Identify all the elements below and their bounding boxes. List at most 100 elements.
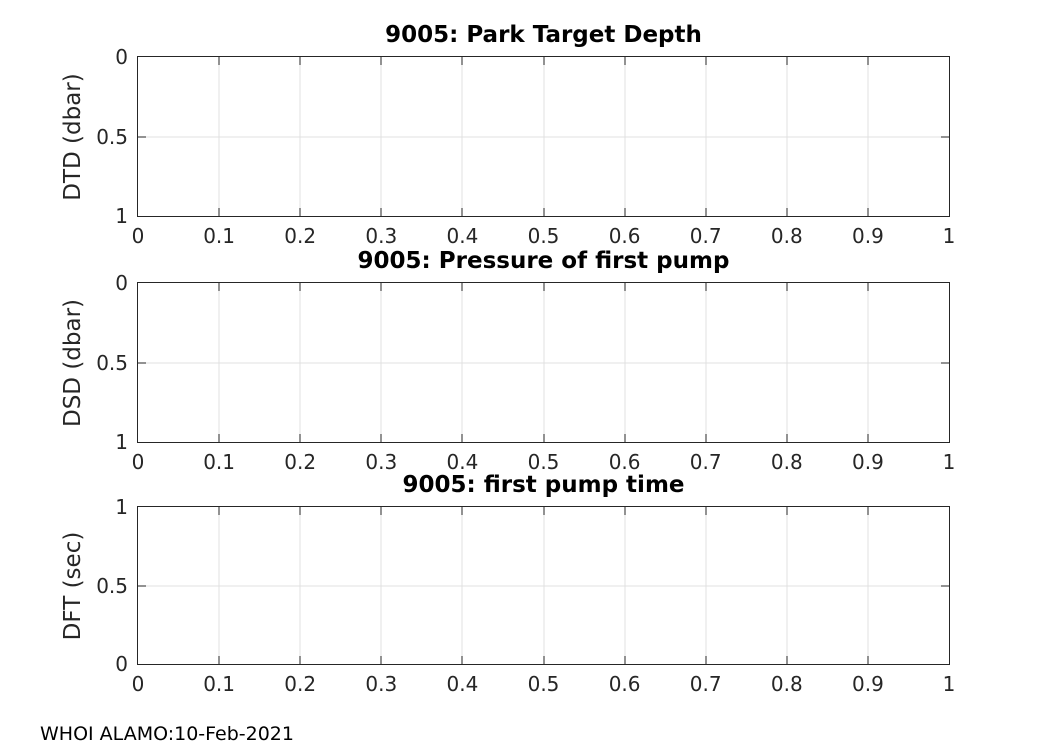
y-tick-label: 0 xyxy=(115,652,128,676)
y-tick-mark xyxy=(941,136,949,137)
x-tick-mark xyxy=(299,434,301,442)
x-tick-mark xyxy=(218,208,220,216)
x-tick-label: 0 xyxy=(131,672,145,696)
x-tick-mark xyxy=(543,57,544,65)
x-tick-mark xyxy=(867,434,869,442)
y-tick-mark xyxy=(941,585,949,586)
y-tick-mark xyxy=(941,362,949,363)
x-tick-label: 0.3 xyxy=(365,672,398,696)
x-tick-mark xyxy=(299,57,301,65)
y-tick-mark xyxy=(138,362,146,363)
x-tick-mark xyxy=(624,283,626,291)
x-tick-mark xyxy=(218,283,220,291)
x-tick-label: 0 xyxy=(131,224,145,248)
gridline xyxy=(138,585,949,586)
x-tick-mark xyxy=(218,507,220,515)
x-tick-mark xyxy=(380,57,382,65)
x-tick-mark xyxy=(380,283,382,291)
x-tick-mark xyxy=(867,57,869,65)
x-tick-label: 0.3 xyxy=(365,224,398,248)
x-tick-mark xyxy=(705,507,707,515)
x-tick-label: 0.9 xyxy=(851,672,884,696)
x-tick-mark xyxy=(380,208,382,216)
x-tick-mark xyxy=(461,507,463,515)
x-tick-mark xyxy=(543,208,544,216)
x-tick-mark xyxy=(380,434,382,442)
x-tick-label: 0.2 xyxy=(284,672,317,696)
x-tick-mark xyxy=(299,656,301,664)
x-tick-mark xyxy=(705,208,707,216)
y-tick-label: 0.5 xyxy=(96,573,128,598)
y-axis-label: DTD (dbar) xyxy=(60,72,86,201)
subplot-pressure-first-pump: 9005: Pressure of first pump DSD (dbar) … xyxy=(60,248,955,473)
x-tick-mark xyxy=(543,434,544,442)
x-tick-mark xyxy=(624,208,626,216)
x-tick-label: 0.2 xyxy=(284,224,317,248)
plot-title: 9005: Park Target Depth xyxy=(385,22,702,48)
x-tick-mark xyxy=(461,656,463,664)
x-tick-label: 0.1 xyxy=(203,450,235,474)
plot-area: 0 0.1 0.2 0.3 0.4 0.5 0.6 0.7 0.8 0.9 1 0 0.5 1 xyxy=(96,497,955,695)
y-tick-label: 0.5 xyxy=(96,124,128,149)
x-tick-mark xyxy=(299,507,301,515)
x-tick-mark xyxy=(786,656,788,664)
x-tick-label: 0.8 xyxy=(770,672,803,696)
y-tick-label: 0 xyxy=(115,45,128,69)
x-tick-mark xyxy=(624,434,626,442)
subplot-park-target-depth: 9005: Park Target Depth DTD (dbar) 0 0.1 0… xyxy=(60,22,955,247)
x-tick-mark xyxy=(867,507,869,515)
x-tick-mark xyxy=(786,57,788,65)
x-tick-label: 0.6 xyxy=(608,450,641,474)
x-tick-mark xyxy=(786,507,788,515)
x-tick-label: 0 xyxy=(131,450,145,474)
x-tick-mark xyxy=(624,507,626,515)
x-tick-mark xyxy=(786,283,788,291)
y-tick-mark xyxy=(138,585,146,586)
x-tick-mark xyxy=(705,434,707,442)
x-tick-mark xyxy=(705,656,707,664)
x-tick-label: 0.5 xyxy=(527,224,560,248)
x-tick-mark xyxy=(543,656,544,664)
x-tick-mark xyxy=(299,283,301,291)
y-tick-label: 0.5 xyxy=(96,350,128,375)
x-tick-mark xyxy=(867,208,869,216)
x-tick-mark xyxy=(867,656,869,664)
x-tick-mark xyxy=(543,507,544,515)
x-tick-mark xyxy=(786,208,788,216)
x-tick-mark xyxy=(218,57,220,65)
x-tick-mark xyxy=(380,507,382,515)
plot-title: 9005: first pump time xyxy=(402,472,685,498)
x-tick-label: 1 xyxy=(942,672,956,696)
x-tick-label: 1 xyxy=(942,224,956,248)
x-tick-label: 0.9 xyxy=(851,450,884,474)
y-tick-label: 1 xyxy=(115,204,128,228)
figure-footer-annotation: WHOI ALAMO:10-Feb-2021 xyxy=(40,723,294,745)
x-tick-mark xyxy=(624,57,626,65)
x-tick-label: 0.7 xyxy=(689,672,722,696)
x-tick-label: 1 xyxy=(942,450,956,474)
x-tick-label: 0.5 xyxy=(527,450,560,474)
x-tick-label: 0.8 xyxy=(770,450,803,474)
x-tick-label: 0.8 xyxy=(770,224,803,248)
y-tick-mark xyxy=(138,136,146,137)
x-tick-mark xyxy=(299,208,301,216)
y-tick-label: 1 xyxy=(115,430,128,454)
x-tick-label: 0.3 xyxy=(365,450,398,474)
x-tick-mark xyxy=(543,283,544,291)
x-tick-mark xyxy=(461,57,463,65)
subplot-first-pump-time: 9005: first pump time DFT (sec) 0 0.1 0.2 0… xyxy=(60,472,955,695)
x-tick-label: 0.7 xyxy=(689,224,722,248)
x-tick-label: 0.4 xyxy=(446,224,479,248)
x-tick-label: 0.6 xyxy=(608,224,641,248)
x-tick-mark xyxy=(461,434,463,442)
x-tick-label: 0.1 xyxy=(203,224,235,248)
gridline xyxy=(138,136,949,137)
x-tick-mark xyxy=(218,434,220,442)
x-tick-label: 0.7 xyxy=(689,450,722,474)
y-axis-label: DFT (sec) xyxy=(60,531,86,640)
x-tick-label: 0.1 xyxy=(203,672,235,696)
x-tick-mark xyxy=(624,656,626,664)
y-axis-label: DSD (dbar) xyxy=(60,298,86,427)
x-tick-label: 0.4 xyxy=(446,672,479,696)
